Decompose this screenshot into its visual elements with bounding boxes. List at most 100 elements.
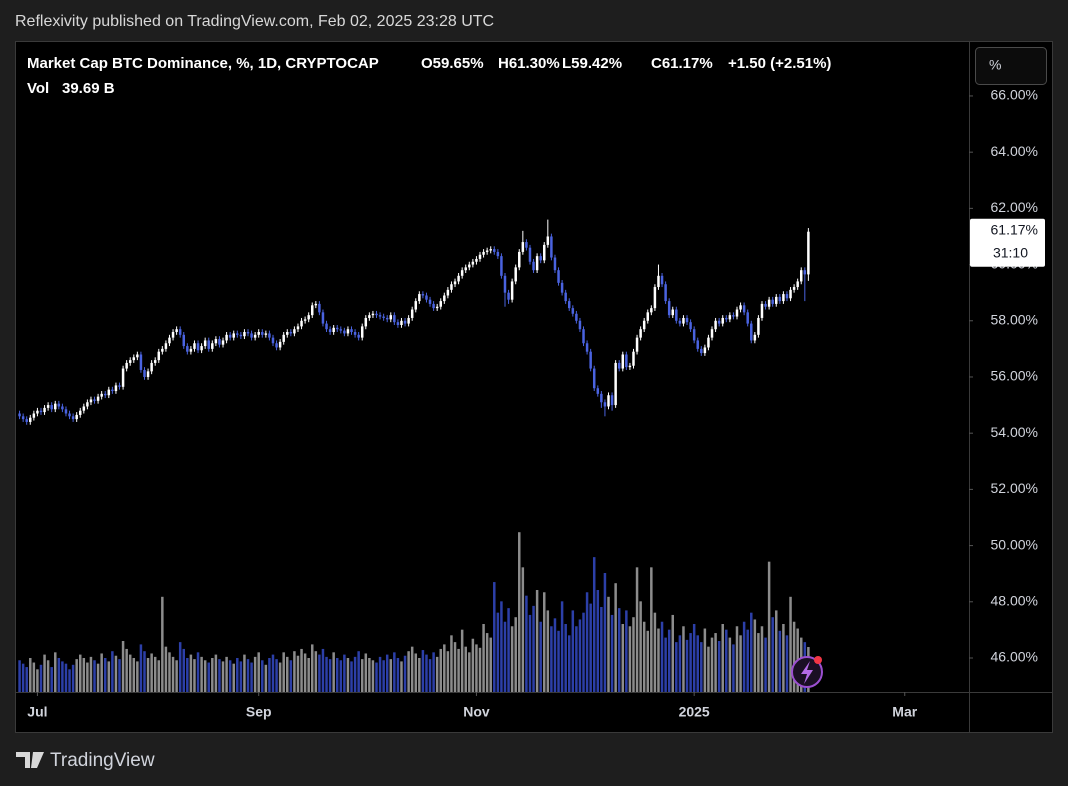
candle-body	[518, 251, 521, 268]
volume-bar	[125, 648, 128, 692]
volume-bar	[307, 658, 310, 692]
candle-body	[178, 329, 182, 335]
candle-body	[396, 322, 400, 325]
candle-body	[428, 299, 432, 304]
candle-body	[496, 251, 500, 257]
volume-bar	[778, 630, 782, 692]
brand-name[interactable]: TradingView	[50, 750, 155, 771]
candle-body	[125, 362, 128, 369]
candle-body	[357, 334, 360, 338]
candle-body	[211, 343, 214, 349]
x-tick-label: Jul	[27, 704, 47, 720]
volume-bar	[64, 663, 68, 692]
volume-bar	[553, 618, 557, 692]
candle-body	[460, 270, 464, 276]
volume-bar	[478, 647, 482, 692]
candle-body	[275, 343, 278, 348]
volume-bar	[707, 646, 710, 692]
candle-body	[43, 407, 46, 413]
volume-bar	[667, 629, 671, 692]
candle-body	[503, 275, 507, 293]
volume-bar	[732, 644, 735, 692]
volume-bar	[400, 661, 403, 692]
candle-body	[393, 315, 396, 323]
candle-body	[360, 326, 364, 338]
volume-bar	[735, 626, 739, 692]
volume-bar	[82, 658, 86, 692]
candle-body	[725, 317, 728, 320]
y-tick-label: 52.00%	[991, 480, 1038, 496]
x-tick-label: Sep	[246, 704, 272, 720]
candle-body	[243, 332, 246, 337]
candle-body	[657, 275, 660, 288]
candle-body	[650, 308, 653, 313]
volume-bar	[100, 653, 103, 692]
countdown-label: 31:10	[993, 244, 1028, 260]
candle-body	[261, 332, 264, 335]
candle-body	[628, 365, 632, 368]
volume-bar	[353, 656, 357, 692]
brand-logo[interactable]	[16, 752, 44, 768]
volume-bar	[464, 646, 467, 692]
volume-bar	[592, 557, 596, 692]
candle-body	[796, 281, 799, 288]
candle-body	[271, 337, 275, 344]
volume-bar	[275, 659, 278, 692]
candle-body	[307, 315, 310, 320]
candle-body	[721, 317, 724, 324]
scale-button[interactable]: %	[975, 47, 1047, 85]
volume-bar	[600, 607, 603, 692]
candle-body	[625, 354, 628, 368]
candle-body	[364, 317, 368, 327]
volume-bar	[646, 630, 650, 692]
volume-bar	[703, 628, 707, 692]
volume-bar	[642, 621, 646, 692]
scale-button-box[interactable]	[975, 47, 1047, 85]
quick-action-icon[interactable]	[791, 656, 823, 688]
candle-body	[507, 292, 510, 300]
volume-bar	[625, 610, 628, 692]
candle-body	[767, 299, 771, 307]
volume-bar	[300, 648, 303, 692]
candle-body	[253, 334, 257, 338]
candle-body	[300, 320, 303, 327]
candle-body	[218, 339, 221, 345]
volume-bar	[396, 658, 400, 692]
volume-bar	[243, 654, 246, 692]
candle-body	[82, 406, 86, 411]
candle-body	[103, 393, 107, 396]
volume-bar	[721, 624, 724, 692]
brand[interactable]: TradingView	[16, 750, 155, 771]
scale-button-label[interactable]: %	[989, 57, 1001, 73]
volume-bar	[575, 626, 578, 692]
candle-body	[710, 329, 714, 338]
candle-body	[161, 348, 164, 352]
candle-body	[71, 416, 75, 420]
candle-body	[346, 329, 350, 334]
candle-body	[282, 334, 285, 342]
volume-bar	[382, 660, 385, 692]
volume-bar	[753, 619, 757, 692]
volume-bar	[746, 629, 749, 692]
x-tick-label: 2025	[679, 704, 710, 720]
volume-bar	[525, 595, 528, 692]
volume-bar	[407, 651, 410, 692]
volume-bar	[742, 621, 746, 692]
volume-bar	[357, 651, 360, 692]
legend-volume-name: Vol	[27, 80, 49, 97]
volume-bar	[639, 601, 642, 692]
candle-body	[807, 231, 810, 275]
volume-bar	[128, 654, 132, 692]
volume-bar	[121, 641, 125, 692]
volume-bar	[182, 648, 186, 692]
candle-body	[18, 413, 21, 417]
candle-body	[111, 389, 114, 392]
candle-body	[782, 294, 785, 302]
candle-body	[792, 287, 796, 290]
candle-body	[132, 357, 136, 361]
volume-bar	[335, 658, 339, 692]
volume-bar	[118, 659, 121, 692]
volume-bar	[557, 630, 560, 692]
volume-bar	[50, 667, 53, 692]
candle-body	[739, 305, 742, 310]
